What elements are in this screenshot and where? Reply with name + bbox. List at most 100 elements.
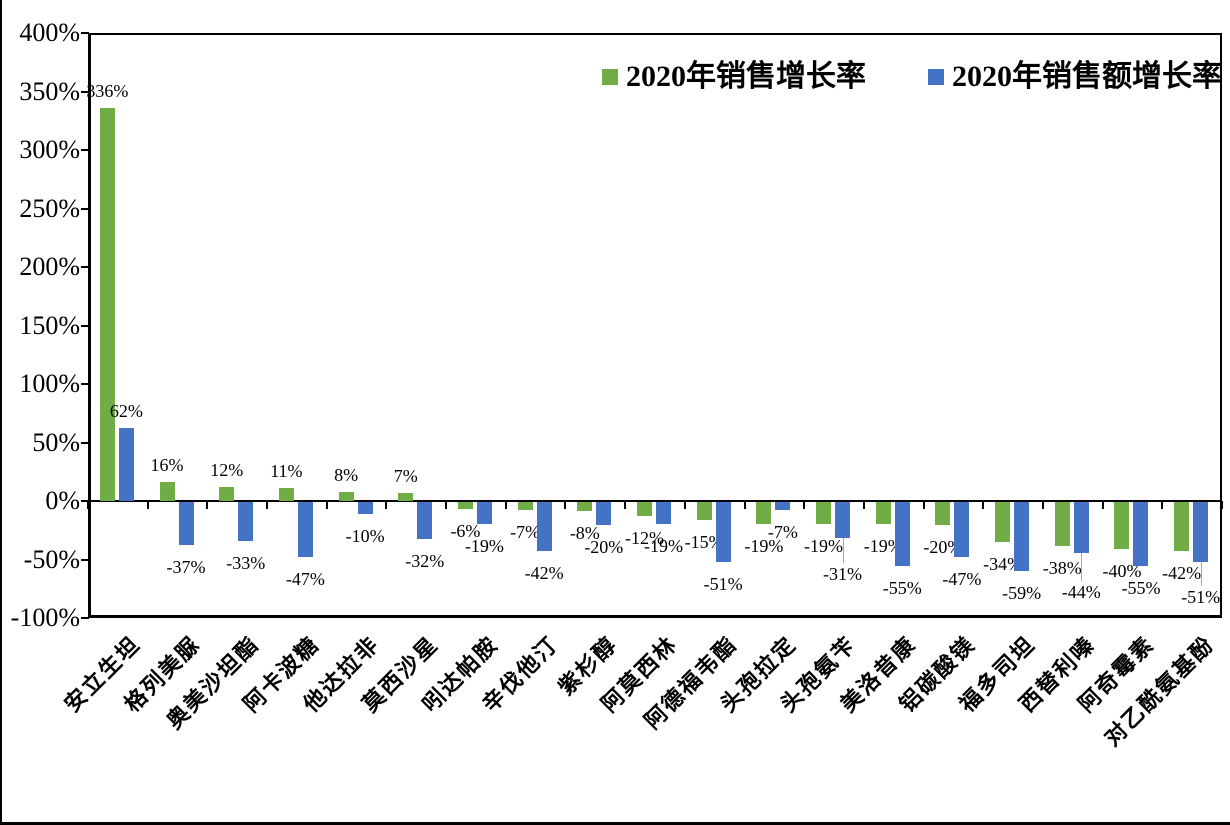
- x-axis-tick-mark: [1221, 501, 1223, 509]
- x-axis-tick-mark: [325, 501, 328, 509]
- bar-green-1: [99, 107, 115, 501]
- bar-green-3: [219, 486, 235, 501]
- y-axis-tick-label: 400%: [19, 18, 80, 47]
- y-axis-tick-label: 350%: [19, 76, 80, 106]
- bar-green-17: [1054, 502, 1070, 547]
- bar-blue-8: [536, 502, 552, 552]
- bar-blue-9: [596, 502, 612, 526]
- x-axis-tick-mark: [385, 501, 388, 509]
- legend-swatch-green-icon: [602, 69, 618, 85]
- data-label: -8%: [569, 523, 600, 544]
- data-label: 16%: [150, 455, 184, 476]
- y-axis-tick-mark: [81, 383, 89, 385]
- y-axis-tick-label: -50%: [23, 544, 80, 574]
- label-leader-line: [1081, 553, 1083, 582]
- data-label: -55%: [1121, 578, 1161, 599]
- data-label: -12%: [625, 528, 664, 549]
- bar-blue-5: [357, 502, 373, 514]
- data-label: -7%: [767, 522, 798, 543]
- y-axis-tick-label: 250%: [19, 193, 80, 223]
- x-axis-tick-mark: [564, 501, 567, 509]
- data-label: -55%: [882, 578, 922, 599]
- data-label: -10%: [345, 525, 385, 546]
- y-axis-tick-label: 0%: [45, 486, 80, 515]
- x-axis-tick-mark: [504, 501, 507, 509]
- data-label: -20%: [584, 537, 624, 558]
- data-label: 7%: [393, 465, 418, 486]
- data-label: -33%: [226, 552, 266, 573]
- data-label: -19%: [744, 536, 784, 557]
- bar-green-2: [159, 482, 175, 501]
- label-leader-line: [1200, 561, 1202, 586]
- y-axis-tick-mark: [81, 617, 89, 619]
- data-label: -37%: [166, 557, 206, 578]
- data-label: 336%: [86, 80, 129, 101]
- data-label: -32%: [405, 551, 445, 572]
- x-axis-tick-mark: [743, 501, 746, 509]
- data-label: -44%: [1061, 582, 1101, 603]
- bar-blue-13: [835, 502, 851, 539]
- legend-label-sales-revenue-growth: 2020年销售额增长率: [952, 60, 1222, 93]
- bar-blue-3: [238, 502, 254, 541]
- bar-green-8: [517, 502, 533, 511]
- x-axis-tick-mark: [1041, 501, 1044, 509]
- data-label: -19%: [804, 536, 844, 557]
- bar-green-9: [577, 502, 593, 512]
- data-label: -7%: [510, 522, 541, 543]
- x-axis-category-label: 对乙酰氨基酚: [1099, 631, 1220, 751]
- data-label: 12%: [210, 459, 244, 480]
- bar-blue-17: [1073, 502, 1089, 554]
- y-axis-tick-mark: [81, 207, 89, 210]
- bar-blue-16: [1014, 502, 1030, 572]
- plot-area: [88, 33, 1222, 618]
- data-label: -6%: [450, 521, 481, 542]
- y-axis-tick-mark: [81, 149, 89, 151]
- x-axis-tick-mark: [445, 501, 448, 509]
- bar-green-10: [637, 502, 652, 517]
- data-label: -59%: [1002, 583, 1042, 604]
- y-axis-tick-mark: [81, 324, 89, 327]
- bar-blue-19: [1193, 502, 1209, 562]
- y-axis-tick-mark: [81, 90, 89, 93]
- data-label: -51%: [703, 573, 743, 594]
- bar-blue-10: [656, 502, 671, 525]
- bar-blue-2: [178, 502, 194, 546]
- bar-green-4: [278, 488, 294, 501]
- bar-green-14: [875, 502, 891, 525]
- bar-green-5: [338, 491, 354, 501]
- data-label: -19%: [464, 536, 504, 557]
- x-axis-tick-mark: [624, 501, 627, 509]
- y-axis-tick-label: 200%: [19, 252, 80, 281]
- data-label: -51%: [1181, 586, 1221, 607]
- bar-blue-12: [775, 502, 791, 511]
- data-label: -34%: [983, 553, 1023, 574]
- x-axis-tick-mark: [266, 501, 269, 509]
- data-label: -19%: [863, 536, 903, 557]
- y-axis-tick-mark: [81, 441, 89, 444]
- legend-item-sales-volume-growth: 2020年销售增长率: [602, 60, 866, 94]
- bar-blue-14: [894, 502, 910, 567]
- data-label: -40%: [1102, 560, 1142, 581]
- bar-green-18: [1114, 502, 1130, 549]
- legend: 2020年销售增长率 2020年销售额增长率: [602, 60, 1222, 94]
- data-label: -31%: [823, 564, 863, 585]
- data-label: -47%: [285, 568, 325, 589]
- x-axis-tick-mark: [1101, 501, 1104, 509]
- x-axis-tick-mark: [206, 501, 209, 509]
- legend-label-sales-volume-growth: 2020年销售增长率: [626, 60, 866, 93]
- legend-swatch-blue-icon: [928, 69, 944, 85]
- y-axis-tick-mark: [81, 558, 89, 561]
- bar-green-12: [756, 502, 772, 525]
- bar-green-16: [995, 502, 1011, 542]
- x-axis-tick-mark: [683, 501, 686, 509]
- x-axis-tick-mark: [87, 501, 89, 509]
- data-label: 8%: [334, 464, 359, 485]
- data-label: -42%: [524, 563, 564, 584]
- bar-green-19: [1174, 502, 1190, 552]
- x-axis-tick-mark: [1161, 501, 1164, 509]
- bar-green-15: [935, 502, 951, 526]
- bar-blue-15: [954, 502, 970, 557]
- y-axis-tick-label: -100%: [10, 603, 80, 632]
- y-axis-tick-mark: [81, 266, 89, 268]
